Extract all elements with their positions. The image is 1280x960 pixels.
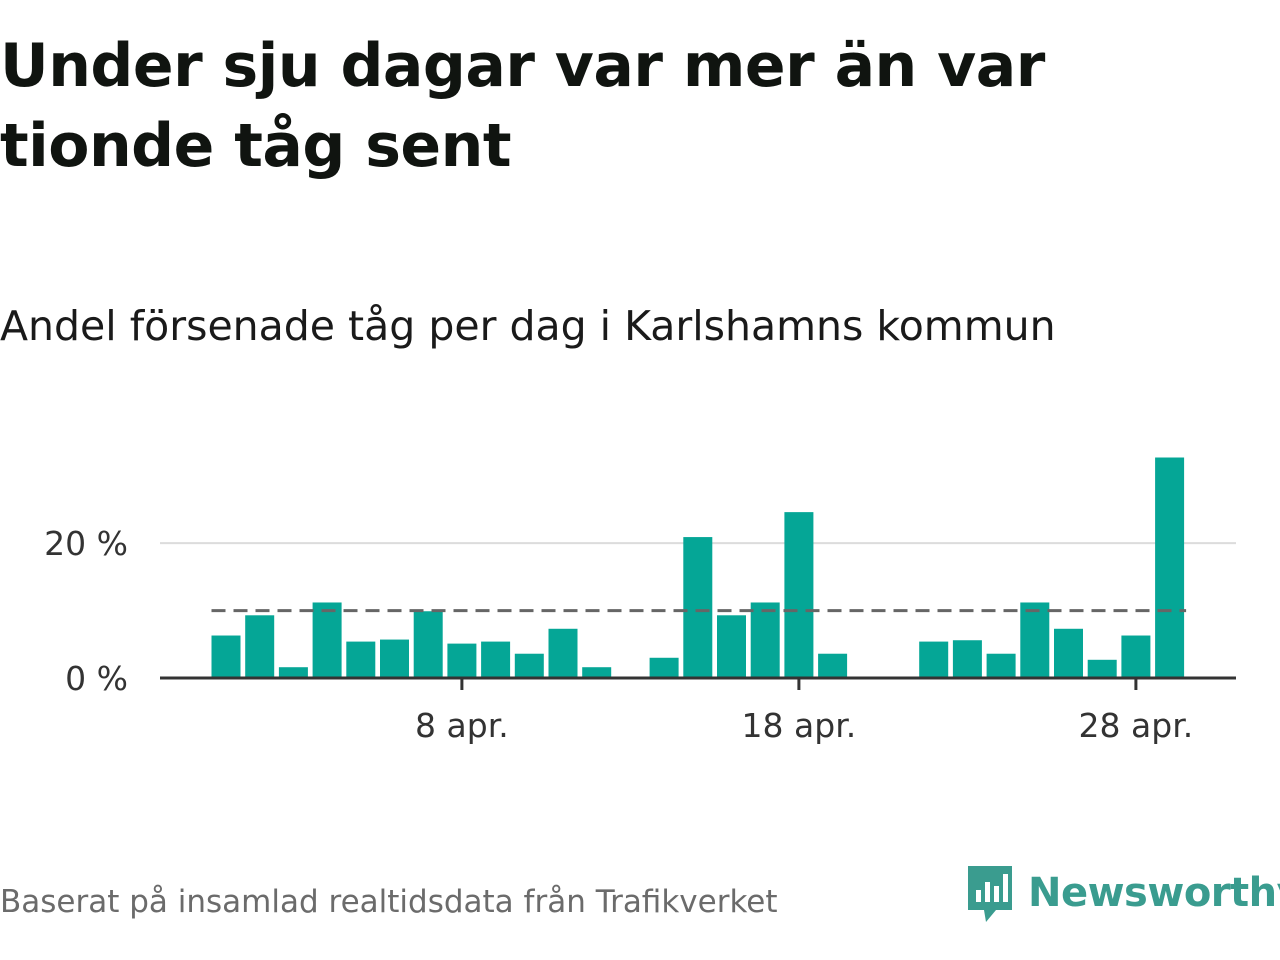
axes: 0 % 20 % 8 apr. 18 apr. 28 apr. <box>44 524 1236 745</box>
bar <box>952 640 982 678</box>
bar-chart: 0 % 20 % 8 apr. 18 apr. 28 apr. <box>44 457 1236 745</box>
bar <box>1087 659 1117 678</box>
bar <box>380 639 409 678</box>
brand-logo: Newsworthy <box>964 862 1280 924</box>
chart-title: Under sju dagar var mer än var tionde tå… <box>0 31 1045 181</box>
bar <box>481 641 511 678</box>
bar <box>750 602 780 678</box>
bar <box>717 615 746 678</box>
x-tick-label: 18 apr. <box>742 706 857 745</box>
y-tick-label: 0 % <box>65 659 128 698</box>
bar <box>683 537 713 678</box>
bar <box>818 653 848 678</box>
bar <box>784 512 814 678</box>
bar <box>548 628 578 678</box>
brand-name: Newsworthy <box>1028 870 1280 916</box>
bar <box>1121 635 1151 678</box>
bar <box>986 653 1016 678</box>
bar <box>1054 628 1083 678</box>
bars <box>211 457 1185 678</box>
bar <box>514 653 544 678</box>
x-tick-label: 8 apr. <box>415 706 509 745</box>
bar <box>447 643 477 678</box>
bar <box>413 611 443 678</box>
chart-subtitle: Andel försenade tåg per dag i Karlshamns… <box>0 302 1056 350</box>
newsworthy-logo-icon <box>968 866 1012 922</box>
bar <box>278 667 308 678</box>
bar <box>1020 602 1050 678</box>
x-tick-label: 28 apr. <box>1079 706 1194 745</box>
bar <box>649 657 679 678</box>
source-note: Baserat på insamlad realtidsdata från Tr… <box>0 884 778 920</box>
bar <box>919 641 949 678</box>
bar <box>1155 457 1185 678</box>
bar <box>346 641 376 678</box>
bar <box>582 667 612 678</box>
bar <box>245 615 275 678</box>
y-tick-label: 20 % <box>44 524 128 563</box>
bar <box>211 635 241 678</box>
bar <box>312 602 342 678</box>
